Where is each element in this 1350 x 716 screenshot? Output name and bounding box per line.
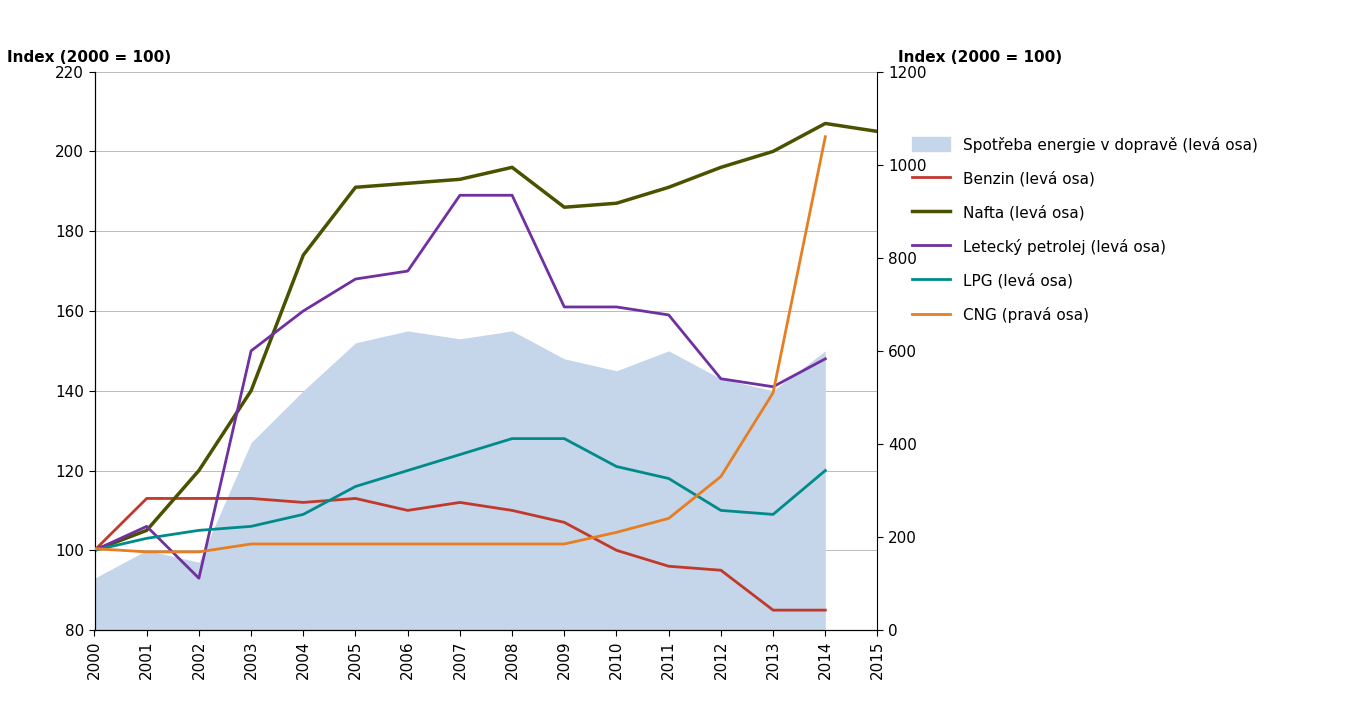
Text: Index (2000 = 100): Index (2000 = 100): [7, 50, 171, 65]
Legend: Spotřeba energie v dopravě (levá osa), Benzin (levá osa), Nafta (levá osa), Lete: Spotřeba energie v dopravě (levá osa), B…: [913, 137, 1257, 323]
Text: Index (2000 = 100): Index (2000 = 100): [898, 50, 1062, 65]
